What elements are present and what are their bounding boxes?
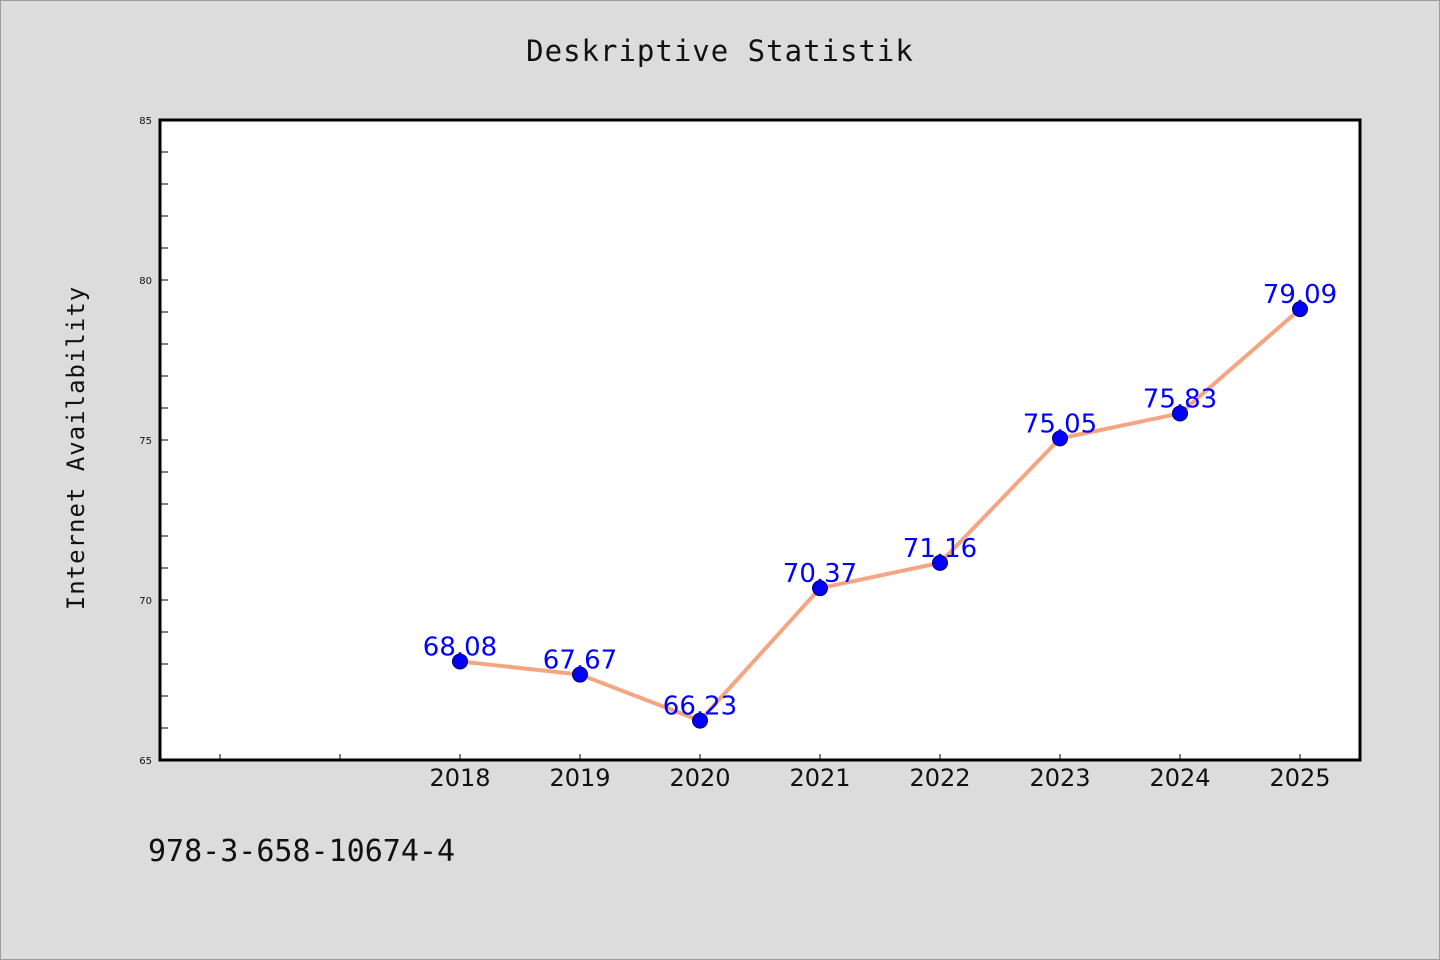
y-tick-label: 75: [139, 436, 152, 447]
y-tick-label: 65: [139, 756, 152, 767]
data-label: 67.67: [543, 646, 617, 676]
y-tick-label: 80: [139, 276, 152, 287]
isbn-code: 978-3-658-10674-4: [148, 834, 456, 869]
x-tick-label: 2022: [909, 764, 970, 792]
x-tick-label: 2024: [1149, 764, 1210, 792]
data-label: 75.83: [1143, 384, 1217, 414]
data-point: [812, 580, 828, 597]
data-label: 75.05: [1023, 409, 1097, 439]
x-tick-label: 2021: [789, 764, 850, 792]
chart-title: Deskriptive Statistik: [526, 34, 914, 68]
y-tick-label: 70: [139, 596, 152, 607]
data-label: 70.37: [783, 559, 857, 589]
data-label: 79.09: [1263, 280, 1337, 310]
x-tick-label: 2025: [1269, 764, 1330, 792]
data-point: [932, 554, 948, 571]
data-point: [1052, 430, 1068, 447]
x-tick-label: 2019: [549, 764, 610, 792]
plot-area: [158, 118, 1362, 762]
series-line: [458, 307, 1302, 723]
data-point: [692, 712, 708, 729]
data-label: 66.23: [663, 692, 737, 722]
x-tick-label: 2023: [1029, 764, 1090, 792]
y-tick-label: 85: [139, 116, 152, 127]
data-label: 71.16: [903, 534, 977, 564]
data-point: [572, 666, 588, 683]
data-point: [1292, 301, 1308, 318]
data-label: 68.08: [423, 632, 497, 662]
data-point: [1172, 405, 1188, 422]
x-tick-label: 2020: [669, 764, 730, 792]
x-tick-label: 2018: [429, 764, 490, 792]
data-point: [452, 653, 468, 670]
